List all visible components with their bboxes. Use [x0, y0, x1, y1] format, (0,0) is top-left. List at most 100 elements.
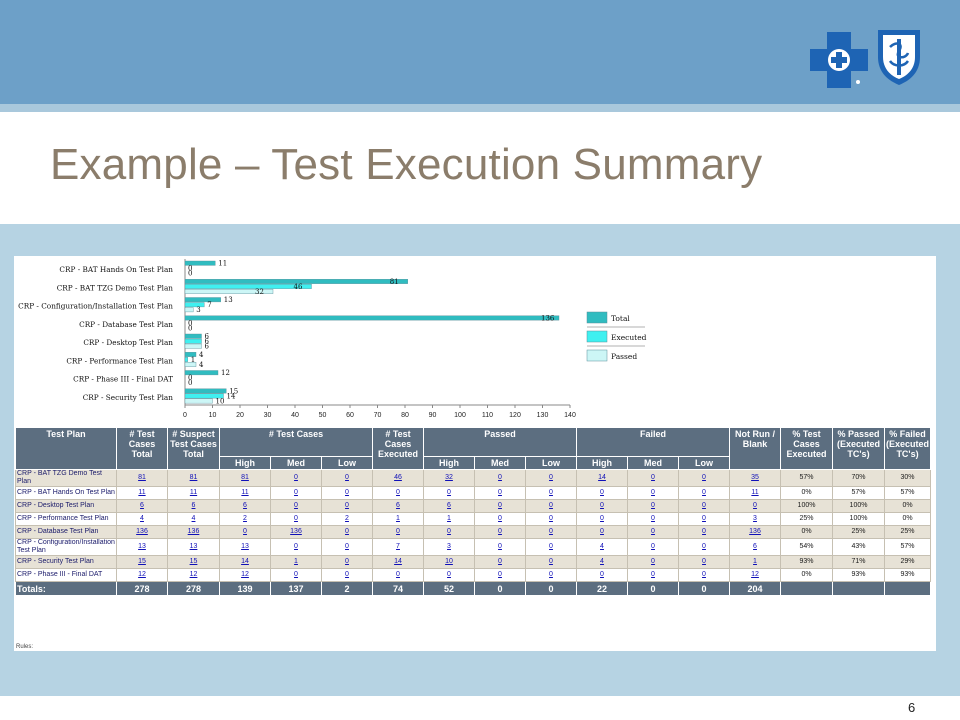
table-cell-link[interactable]: 0 [321, 538, 373, 556]
table-cell-link[interactable]: 0 [525, 568, 577, 582]
bar-total[interactable] [184, 297, 221, 303]
bar-executed[interactable] [184, 338, 202, 344]
bar-passed[interactable] [184, 307, 194, 313]
table-cell-link[interactable]: 4 [576, 555, 628, 569]
table-cell-link[interactable]: 0 [474, 486, 526, 500]
bar-executed[interactable] [184, 302, 205, 308]
table-cell-link[interactable]: 0 [423, 568, 475, 582]
table-cell-link[interactable]: 46 [372, 469, 424, 487]
subheader-cell[interactable]: High [219, 456, 271, 470]
table-cell-link[interactable]: 136 [167, 525, 220, 539]
table-cell-link[interactable]: 0 [678, 486, 730, 500]
header-pct-failed[interactable]: % Failed (Executed TC's) [883, 427, 932, 470]
table-cell-link[interactable]: 0 [627, 538, 679, 556]
table-cell-link[interactable]: 13 [167, 538, 220, 556]
table-cell-link[interactable]: 6 [372, 499, 424, 513]
table-cell-link[interactable]: 0 [678, 568, 730, 582]
subheader-cell[interactable]: Low [678, 456, 730, 470]
table-cell-link[interactable]: 0 [474, 469, 526, 487]
table-cell-link[interactable]: 0 [423, 486, 475, 500]
table-cell-link[interactable]: 14 [576, 469, 628, 487]
table-cell-link[interactable]: 1 [372, 512, 424, 526]
table-cell-link[interactable]: 11 [729, 486, 781, 500]
table-cell-link[interactable]: 0 [627, 512, 679, 526]
table-cell-link[interactable]: 6 [167, 499, 220, 513]
table-cell-link[interactable]: 136 [116, 525, 168, 539]
table-cell-link[interactable]: 136 [729, 525, 781, 539]
table-cell-link[interactable]: 0 [525, 512, 577, 526]
table-cell-link[interactable]: 12 [116, 568, 168, 582]
table-cell-link[interactable]: 0 [321, 555, 373, 569]
bar-total[interactable] [184, 352, 197, 357]
subheader-cell[interactable]: High [576, 456, 628, 470]
table-cell-link[interactable]: 0 [474, 499, 526, 513]
bar-total[interactable] [184, 333, 202, 339]
table-cell-link[interactable]: 4 [167, 512, 220, 526]
table-cell-link[interactable]: 12 [729, 568, 781, 582]
header-test-plan[interactable]: Test Plan [15, 427, 117, 470]
table-cell-link[interactable]: 2 [321, 512, 373, 526]
table-cell-link[interactable]: 6 [729, 538, 781, 556]
table-cell-link[interactable]: 0 [423, 525, 475, 539]
table-cell-link[interactable]: 0 [321, 568, 373, 582]
table-cell-link[interactable]: 0 [678, 538, 730, 556]
bar-executed[interactable] [184, 357, 188, 362]
table-cell-link[interactable]: 0 [525, 499, 577, 513]
table-cell-link[interactable]: 0 [678, 512, 730, 526]
table-cell-link[interactable]: 0 [321, 525, 373, 539]
bar-total[interactable] [184, 279, 408, 284]
table-cell-link[interactable]: 13 [116, 538, 168, 556]
header-suspect-total[interactable]: # Suspect Test Cases Total [167, 427, 220, 470]
header-executed[interactable]: # Test Cases Executed [372, 427, 424, 470]
table-cell-link[interactable]: 0 [474, 555, 526, 569]
subheader-cell[interactable]: High [423, 456, 475, 470]
table-cell-link[interactable]: 81 [116, 469, 168, 487]
table-cell-link[interactable]: 0 [525, 469, 577, 487]
table-cell-link[interactable]: 0 [321, 499, 373, 513]
table-cell-link[interactable]: 0 [270, 486, 322, 500]
table-cell-link[interactable]: 0 [525, 538, 577, 556]
table-cell-link[interactable]: 0 [627, 555, 679, 569]
table-cell-link[interactable]: 1 [270, 555, 322, 569]
table-cell-link[interactable]: 4 [576, 538, 628, 556]
header-not-run[interactable]: Not Run / Blank [729, 427, 781, 470]
header-failed[interactable]: Failed [576, 427, 730, 457]
subheader-cell[interactable]: Low [525, 456, 577, 470]
subheader-cell[interactable]: Med [627, 456, 679, 470]
table-cell-link[interactable]: 0 [219, 525, 271, 539]
table-cell-link[interactable]: 0 [678, 525, 730, 539]
table-cell-link[interactable]: 13 [219, 538, 271, 556]
table-cell-link[interactable]: 11 [167, 486, 220, 500]
table-cell-link[interactable]: 0 [576, 486, 628, 500]
table-cell-link[interactable]: 32 [423, 469, 475, 487]
table-cell-link[interactable]: 0 [372, 525, 424, 539]
header-test-cases-total[interactable]: # Test Cases Total [116, 427, 168, 470]
table-cell-link[interactable]: 0 [270, 499, 322, 513]
table-cell-link[interactable]: 0 [270, 512, 322, 526]
bar-total[interactable] [184, 260, 216, 266]
table-cell-link[interactable]: 12 [167, 568, 220, 582]
table-cell-link[interactable]: 0 [576, 525, 628, 539]
table-cell-link[interactable]: 0 [678, 499, 730, 513]
table-cell-link[interactable]: 6 [116, 499, 168, 513]
table-cell-link[interactable]: 0 [627, 525, 679, 539]
table-cell-link[interactable]: 81 [219, 469, 271, 487]
table-cell-link[interactable]: 0 [270, 469, 322, 487]
table-cell-link[interactable]: 0 [474, 538, 526, 556]
table-cell-link[interactable]: 3 [729, 512, 781, 526]
table-cell-link[interactable]: 0 [372, 486, 424, 500]
table-cell-link[interactable]: 0 [576, 568, 628, 582]
table-cell-link[interactable]: 11 [219, 486, 271, 500]
bar-passed[interactable] [184, 398, 213, 404]
table-cell-link[interactable]: 11 [116, 486, 168, 500]
table-cell-link[interactable]: 136 [270, 525, 322, 539]
table-cell-link[interactable]: 0 [627, 568, 679, 582]
table-cell-link[interactable]: 0 [525, 555, 577, 569]
table-cell-link[interactable]: 0 [372, 568, 424, 582]
table-cell-link[interactable]: 0 [474, 568, 526, 582]
bar-total[interactable] [184, 315, 560, 321]
bar-total[interactable] [184, 370, 219, 376]
table-cell-link[interactable]: 0 [627, 486, 679, 500]
table-cell-link[interactable]: 0 [474, 512, 526, 526]
subheader-cell[interactable]: Med [474, 456, 526, 470]
